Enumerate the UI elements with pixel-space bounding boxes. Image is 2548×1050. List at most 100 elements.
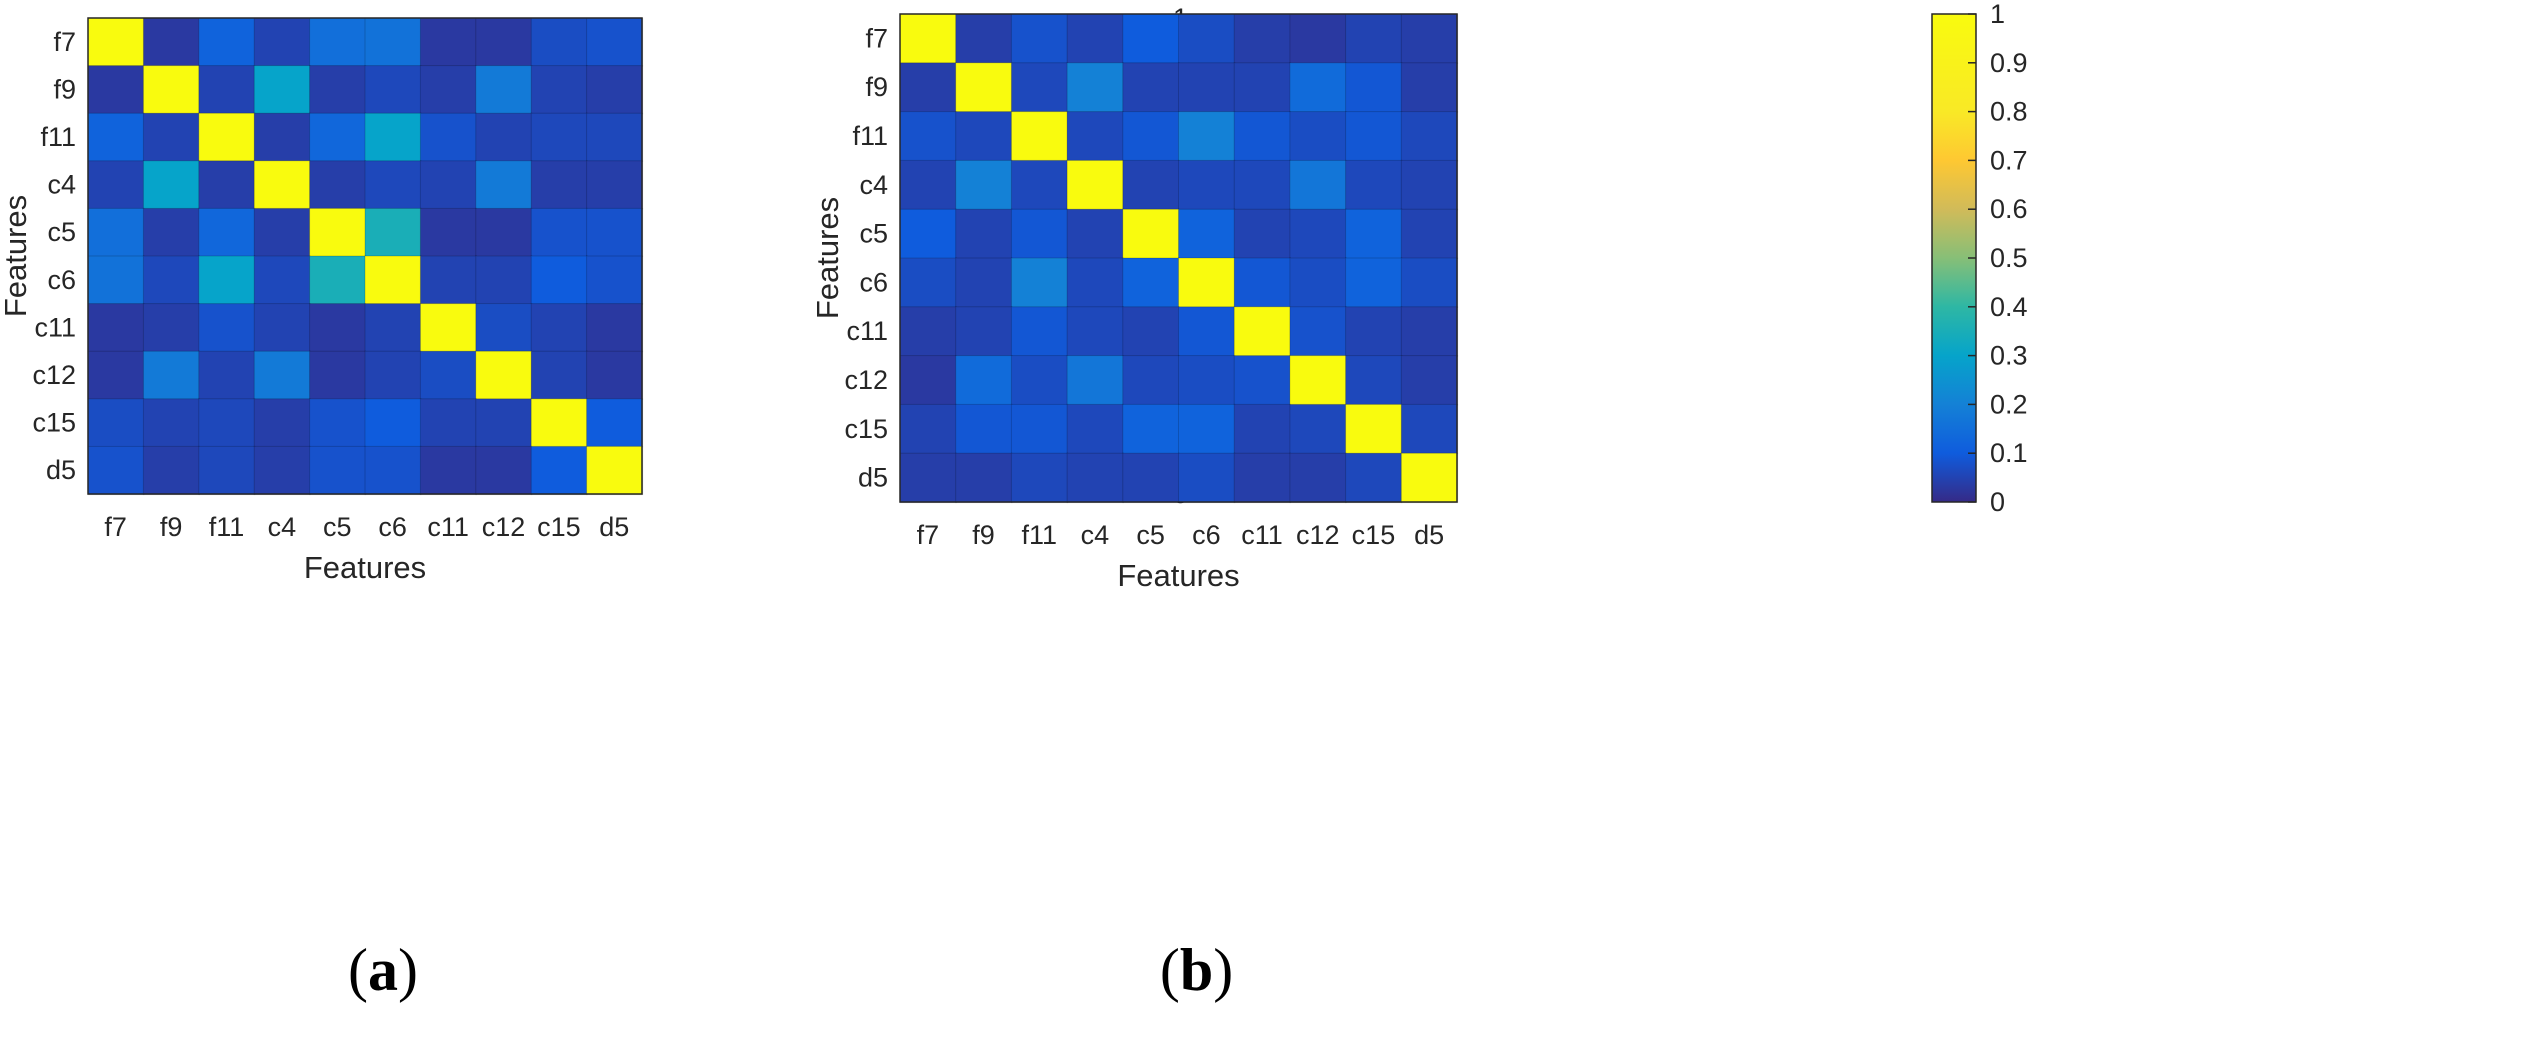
heatmap-cell-c15-f11 [1010,403,1069,455]
x-tick-label-c4: c4 [1081,520,1110,550]
heatmap-cell-c15-f7 [899,403,957,455]
heatmap-cell-c15-c12 [1289,403,1347,455]
heatmap-cell-f9-c6 [364,65,422,115]
colorbar-tick-label-0.8: 0.8 [1990,97,2028,127]
y-tick-label-d5: d5 [858,463,888,493]
heatmap-cell-f7-f9 [142,17,200,67]
heatmap-cell-c4-f9 [955,159,1013,211]
heatmap-cell-d5-c6 [1178,452,1236,504]
heatmap-cell-c6-c6 [1178,257,1236,308]
heatmap-cell-c11-f7 [899,306,957,357]
x-tick-label-c15: c15 [1352,520,1396,550]
heatmap-cell-c12-f11 [198,350,256,400]
heatmap-cell-f9-d5 [586,65,644,115]
x-tick-label-c12: c12 [1296,520,1340,550]
heatmap-cell-c11-c15 [530,303,588,353]
x-axis-label: Features [1117,558,1239,593]
heatmap-cell-c11-c12 [475,303,533,353]
panel-label-b: (b) [1160,937,1233,1003]
heatmap-cell-c4-f7 [87,160,145,210]
x-tick-label-f7: f7 [104,512,127,542]
heatmap-cell-f7-c4 [1066,13,1124,64]
heatmap-cell-f11-c5 [1122,111,1180,162]
colorbar-tick-label-0.4: 0.4 [1990,292,2028,322]
heatmap-cell-d5-f7 [899,452,957,504]
plot-frame [87,17,643,495]
heatmap-cell-f9-d5 [1400,62,1459,113]
heatmap-cell-c4-c12 [1289,159,1347,211]
heatmap-cell-c12-c11 [1233,355,1291,406]
heatmap-cell-c4-f11 [1010,159,1069,211]
heatmap-cell-c6-f9 [142,255,200,305]
heatmap-cell-c12-c12 [475,350,533,400]
heatmap-cell-c12-c11 [419,350,477,400]
y-tick-label-f9: f9 [865,72,888,102]
x-tick-label-f9: f9 [160,512,183,542]
heatmap-cell-c11-c11 [1233,306,1291,357]
heatmap-cell-f7-c6 [1178,13,1236,64]
heatmap-cell-c5-c12 [1289,208,1347,260]
heatmap-cell-f7-c11 [1233,13,1291,64]
colorbar-tick-label-0.3: 0.3 [1990,341,2028,371]
heatmap-cell-c12-c4 [1066,355,1124,406]
heatmap-cell-c4-c15 [1345,159,1403,211]
heatmap-cell-c6-c4 [253,255,311,305]
heatmap-cell-c11-d5 [586,303,644,353]
heatmap-cell-c5-d5 [586,207,644,258]
y-tick-label-c11: c11 [846,316,888,346]
y-tick-label-f11: f11 [40,122,76,152]
heatmap-cell-c6-c15 [1345,257,1403,308]
heatmap-cell-c4-c4 [1066,159,1124,211]
heatmap-cell-c12-d5 [586,350,644,400]
heatmap-cell-c15-d5 [1400,403,1459,455]
heatmap-cell-f11-f7 [87,112,145,162]
heatmap-cell-c4-c6 [364,160,422,210]
heatmap-cell-c4-f11 [198,160,256,210]
heatmap-cell-c12-c6 [364,350,422,400]
heatmap-cell-c5-d5 [1400,208,1459,260]
x-axis-label: Features [304,550,426,585]
y-tick-label-d5: d5 [46,455,76,485]
heatmap-cell-f9-f11 [198,65,256,115]
heatmap-cell-f9-c4 [253,65,311,115]
heatmap-cell-d5-c12 [1289,452,1347,504]
heatmap-cell-c6-f7 [87,255,145,305]
heatmap-cell-f9-f9 [955,62,1013,113]
heatmap-cell-d5-c15 [1345,452,1403,504]
heatmap-cell-c11-f9 [142,303,200,353]
heatmap-cell-f9-c12 [1289,62,1347,113]
heatmap-cell-c5-c5 [1122,208,1180,260]
heatmap-cell-c11-f7 [87,303,145,353]
heatmap-cell-c15-c11 [419,398,477,448]
heatmap-cell-d5-c11 [419,445,477,496]
heatmap-cell-c15-c15 [530,398,588,448]
heatmap-cell-c15-c5 [309,398,367,448]
x-tick-label-c5: c5 [1136,520,1165,550]
heatmap-cell-c11-d5 [1400,306,1459,357]
heatmap-cell-c4-c6 [1178,159,1236,211]
heatmap-cell-c5-c6 [364,207,422,258]
x-tick-label-c12: c12 [482,512,526,542]
heatmap-cell-f11-c6 [1178,111,1236,162]
heatmap-cell-c11-f11 [198,303,256,353]
heatmap-cell-c6-d5 [586,255,644,305]
heatmap-cell-c4-c11 [1233,159,1291,211]
heatmap-cell-c6-f7 [899,257,957,308]
heatmap-cell-c12-f9 [955,355,1013,406]
heatmap-cell-f11-c12 [1289,111,1347,162]
heatmap-panel-b: f7 f7 f9 f9 f11 f11 c4 c4 c5 c5 c6 c6 c11 c11 c12 c12 c1… [810,0,2028,1003]
heatmap-cell-c6-f9 [955,257,1013,308]
heatmap-cell-f7-c15 [530,17,588,67]
heatmap-cell-c6-f11 [198,255,256,305]
x-tick-label-c11: c11 [1241,520,1283,550]
heatmap-cell-c11-c15 [1345,306,1403,357]
heatmap-cell-c5-c5 [309,207,367,258]
heatmap-cell-c6-c12 [1289,257,1347,308]
y-tick-label-f7: f7 [53,27,76,57]
x-tick-label-f7: f7 [917,520,940,550]
heatmap-cell-c4-c11 [419,160,477,210]
heatmap-cell-f9-c12 [475,65,533,115]
heatmap-cell-c15-c4 [1066,403,1124,455]
heatmap-cell-c15-d5 [586,398,644,448]
